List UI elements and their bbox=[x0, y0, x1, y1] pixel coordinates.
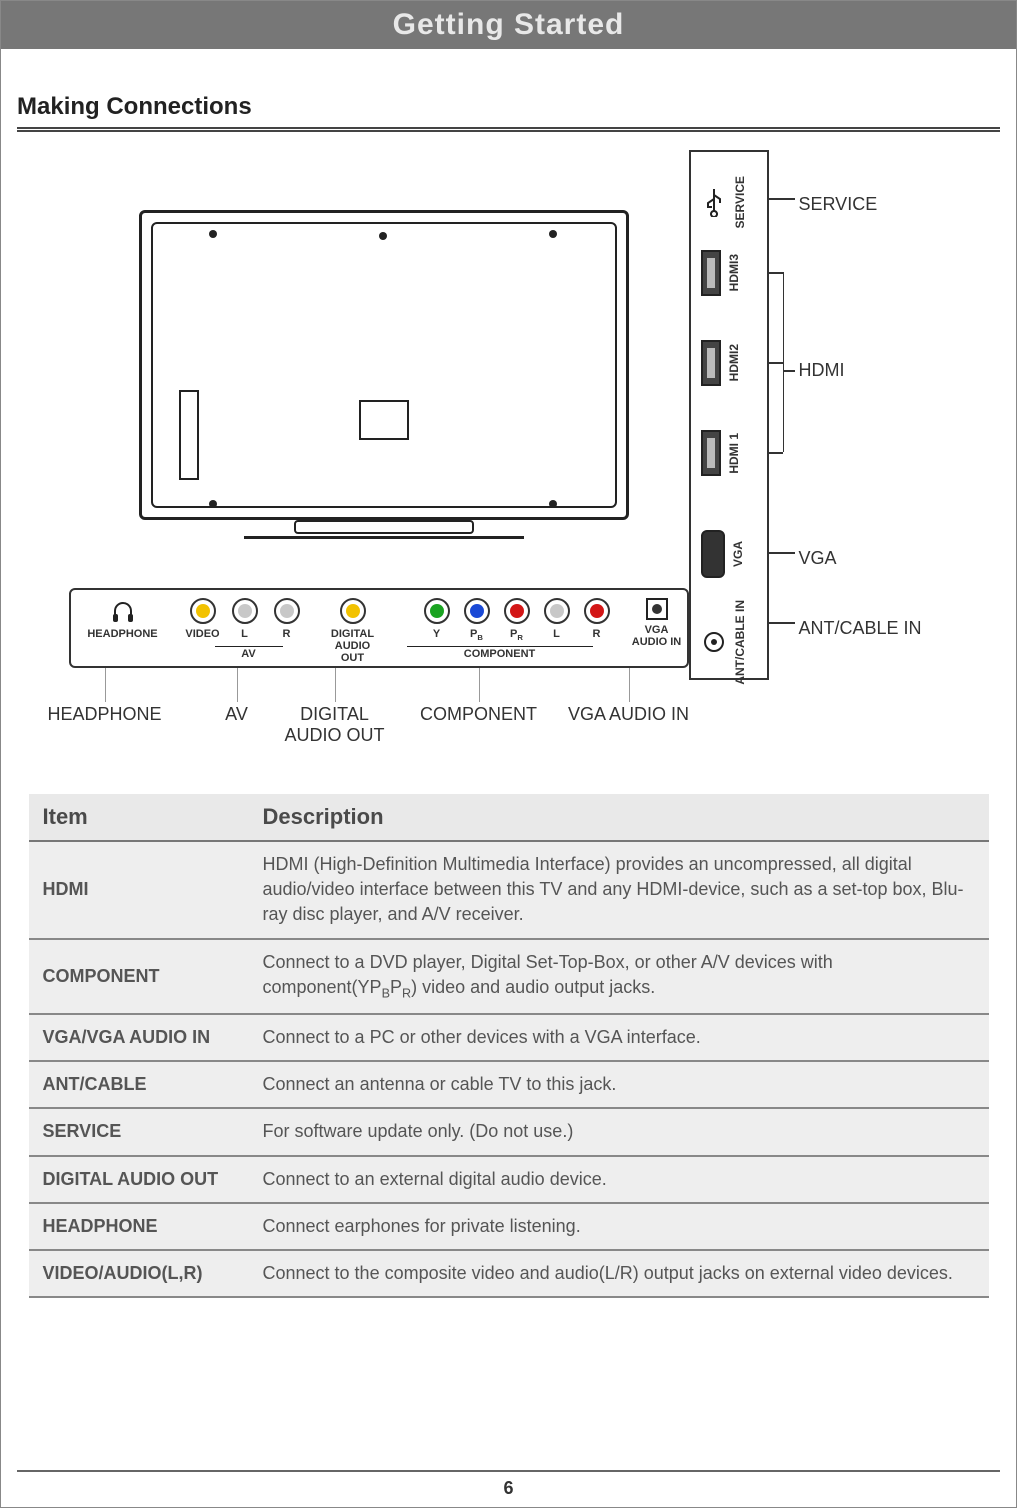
table-cell-desc: Connect to the composite video and audio… bbox=[249, 1250, 989, 1297]
jack-group-label: COMPONENT bbox=[407, 648, 593, 660]
table-cell-item: VIDEO/AUDIO(L,R) bbox=[29, 1250, 249, 1297]
table-row: SERVICEFor software update only. (Do not… bbox=[29, 1108, 989, 1155]
side-port-label: SERVICE bbox=[733, 176, 747, 228]
side-port-label: HDMI3 bbox=[727, 254, 741, 291]
table-row: ANT/CABLEConnect an antenna or cable TV … bbox=[29, 1061, 989, 1108]
side-callout: HDMI bbox=[799, 360, 845, 381]
bottom-jack-headphone: HEADPHONE bbox=[93, 598, 153, 640]
table-header-item: Item bbox=[29, 794, 249, 841]
side-port-service: SERVICE bbox=[701, 176, 747, 228]
bottom-jack-comp-r: R bbox=[567, 598, 627, 640]
side-port-label: HDMI2 bbox=[727, 344, 741, 381]
side-port-vga: VGA bbox=[701, 530, 745, 578]
side-callout: VGA bbox=[799, 548, 837, 569]
connections-table: Item Description HDMIHDMI (High-Definiti… bbox=[29, 794, 989, 1298]
table-cell-desc: Connect earphones for private listening. bbox=[249, 1203, 989, 1250]
bottom-callout: HEADPHONE bbox=[35, 704, 175, 725]
table-cell-item: COMPONENT bbox=[29, 939, 249, 1014]
side-port-antcable: ANT/CABLE IN bbox=[701, 600, 747, 685]
table-header-desc: Description bbox=[249, 794, 989, 841]
bottom-callout: COMPONENT bbox=[409, 704, 549, 725]
section-title: Making Connections bbox=[17, 93, 1000, 121]
table-cell-desc: Connect an antenna or cable TV to this j… bbox=[249, 1061, 989, 1108]
tv-rear-illustration bbox=[139, 210, 629, 560]
table-cell-item: DIGITAL AUDIO OUT bbox=[29, 1156, 249, 1203]
bottom-jack-digaudio: DIGITALAUDIO OUT bbox=[323, 598, 383, 664]
bottom-jack-av-r: R bbox=[257, 598, 317, 640]
table-row: HDMIHDMI (High-Definition Multimedia Int… bbox=[29, 841, 989, 939]
side-callout: SERVICE bbox=[799, 194, 878, 215]
side-port-label: VGA bbox=[731, 541, 745, 567]
connections-diagram: SERVICE HDMI3 HDMI2 HDMI 1 VGA ANT/CABLE IN SE… bbox=[29, 150, 989, 770]
table-cell-desc: Connect to a DVD player, Digital Set-Top… bbox=[249, 939, 989, 1014]
table-cell-desc: HDMI (High-Definition Multimedia Interfa… bbox=[249, 841, 989, 939]
side-port-label: ANT/CABLE IN bbox=[733, 600, 747, 685]
side-callout: ANT/CABLE IN bbox=[799, 618, 922, 639]
header-title: Getting Started bbox=[393, 8, 625, 42]
bottom-jack-vgaaudio: VGA AUDIO IN bbox=[627, 598, 687, 648]
side-port-hdmi1: HDMI 1 bbox=[701, 430, 741, 476]
table-cell-item: SERVICE bbox=[29, 1108, 249, 1155]
page-header: Getting Started bbox=[1, 1, 1016, 49]
table-row: VIDEO/AUDIO(L,R)Connect to the composite… bbox=[29, 1250, 989, 1297]
side-port-hdmi3: HDMI3 bbox=[701, 250, 741, 296]
table-cell-item: HDMI bbox=[29, 841, 249, 939]
bottom-callout: VGA AUDIO IN bbox=[559, 704, 699, 725]
side-port-hdmi2: HDMI2 bbox=[701, 340, 741, 386]
table-row: VGA/VGA AUDIO INConnect to a PC or other… bbox=[29, 1014, 989, 1061]
side-port-label: HDMI 1 bbox=[727, 433, 741, 474]
table-cell-item: VGA/VGA AUDIO IN bbox=[29, 1014, 249, 1061]
section-rule bbox=[17, 127, 1000, 132]
jack-group-label: AV bbox=[215, 648, 283, 660]
table-cell-item: ANT/CABLE bbox=[29, 1061, 249, 1108]
table-cell-desc: Connect to a PC or other devices with a … bbox=[249, 1014, 989, 1061]
bottom-callout: DIGITALAUDIO OUT bbox=[265, 704, 405, 746]
table-cell-desc: Connect to an external digital audio dev… bbox=[249, 1156, 989, 1203]
table-cell-item: HEADPHONE bbox=[29, 1203, 249, 1250]
table-cell-desc: For software update only. (Do not use.) bbox=[249, 1108, 989, 1155]
table-row: HEADPHONEConnect earphones for private l… bbox=[29, 1203, 989, 1250]
table-row: COMPONENTConnect to a DVD player, Digita… bbox=[29, 939, 989, 1014]
page-number: 6 bbox=[1, 1470, 1016, 1499]
table-row: DIGITAL AUDIO OUTConnect to an external … bbox=[29, 1156, 989, 1203]
